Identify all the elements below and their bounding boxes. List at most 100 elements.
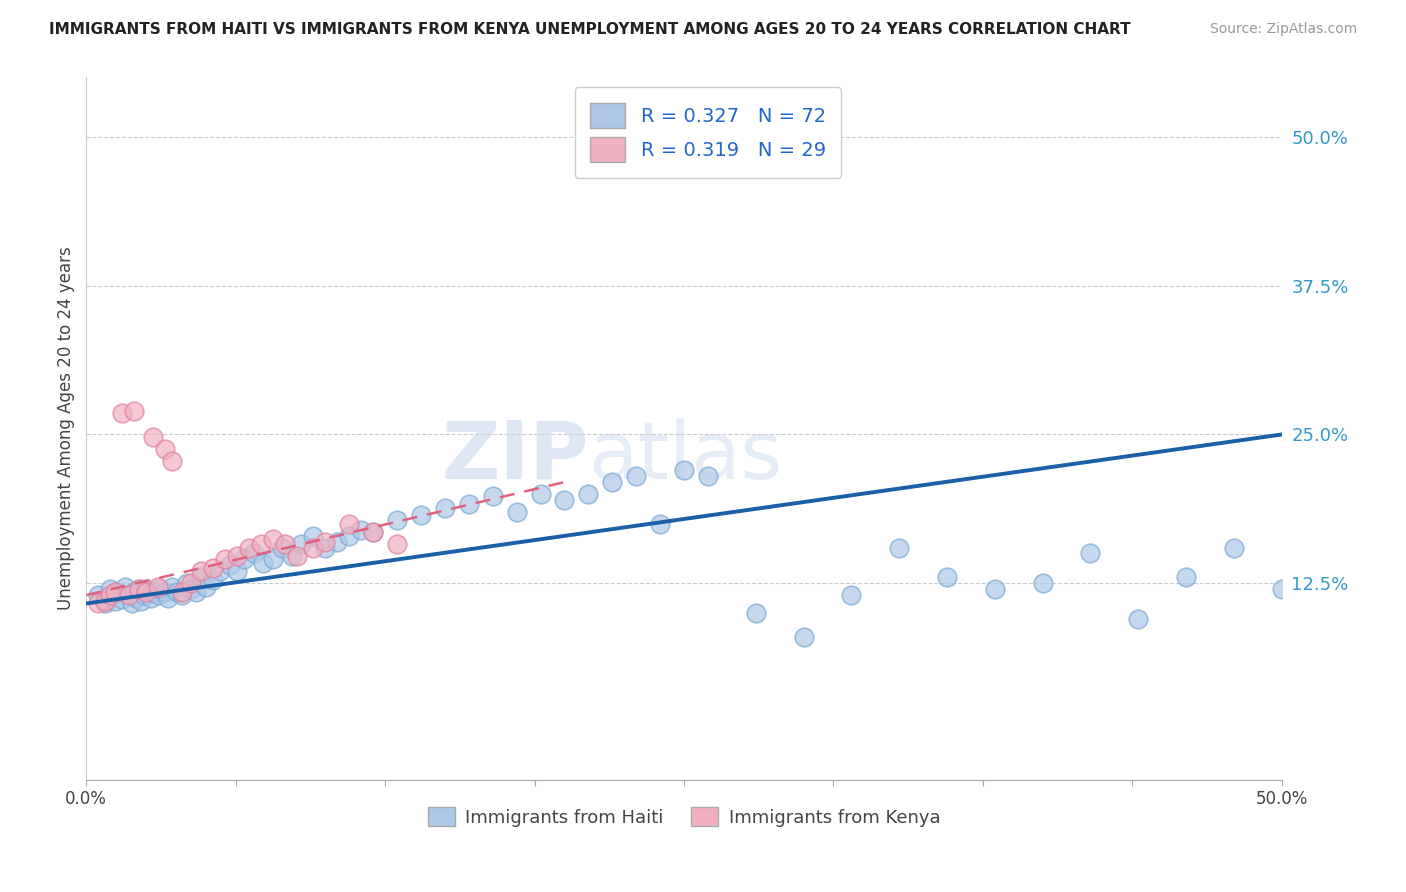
Point (132, 588, 155, 602)
Point (648, 516, 671, 531)
Point (201, 573, 224, 587)
Point (576, 487, 599, 501)
Point (745, 606, 768, 620)
Point (214, 552, 236, 566)
Point (529, 487, 551, 501)
Point (361, 524, 384, 539)
Point (285, 549, 308, 563)
Point (186, 584, 208, 599)
Point (142, 584, 165, 599)
Point (180, 576, 202, 591)
Point (111, 406, 134, 420)
Text: IMMIGRANTS FROM HAITI VS IMMIGRANTS FROM KENYA UNEMPLOYMENT AMONG AGES 20 TO 24 : IMMIGRANTS FROM HAITI VS IMMIGRANTS FROM… (49, 22, 1130, 37)
Point (105, 584, 128, 599)
Point (302, 528, 325, 542)
Point (250, 537, 273, 551)
Point (936, 570, 959, 584)
Point (793, 630, 815, 644)
Point (218, 558, 240, 573)
Point (104, 584, 127, 599)
Point (457, 496, 479, 510)
Point (162, 580, 184, 594)
Point (238, 541, 260, 555)
Point (262, 552, 284, 566)
Point (128, 582, 150, 597)
Point (984, 582, 1007, 597)
Point (87, 588, 110, 602)
Point (505, 505, 527, 519)
Point (122, 403, 145, 417)
Point (114, 580, 136, 594)
Point (118, 588, 141, 602)
Point (125, 591, 148, 605)
Point (385, 513, 408, 527)
Point (135, 584, 157, 599)
Point (129, 594, 152, 608)
Point (104, 594, 127, 608)
Point (433, 501, 456, 516)
Point (180, 582, 202, 597)
Point (135, 582, 157, 597)
Point (1032, 576, 1054, 591)
Point (162, 453, 184, 467)
Point (98, 582, 121, 597)
Legend: Immigrants from Haiti, Immigrants from Kenya: Immigrants from Haiti, Immigrants from K… (420, 800, 948, 834)
Point (1175, 570, 1198, 584)
Point (87, 597, 110, 611)
Point (166, 584, 188, 599)
Point (281, 549, 304, 563)
Point (94, 594, 117, 608)
Point (624, 469, 647, 483)
Point (146, 580, 169, 594)
Text: atlas: atlas (588, 417, 783, 496)
Point (361, 524, 384, 539)
Point (553, 492, 575, 507)
Point (142, 430, 165, 444)
Point (314, 541, 336, 555)
Point (262, 532, 284, 546)
Point (201, 561, 224, 575)
Point (233, 552, 256, 566)
Point (153, 442, 176, 456)
Point (600, 475, 623, 489)
Point (194, 580, 217, 594)
Point (121, 597, 143, 611)
Point (176, 576, 198, 591)
Point (170, 588, 193, 602)
Point (98, 588, 121, 602)
Point (190, 565, 212, 579)
Point (337, 516, 360, 531)
Point (326, 534, 349, 549)
Point (672, 463, 695, 477)
Point (139, 591, 162, 605)
Point (128, 582, 150, 597)
Point (841, 588, 863, 602)
Point (274, 537, 297, 551)
Point (252, 556, 274, 570)
Point (111, 591, 134, 606)
Point (290, 537, 312, 551)
Point (302, 541, 325, 555)
Point (242, 547, 264, 561)
Point (118, 588, 141, 602)
Point (1223, 541, 1246, 555)
Y-axis label: Unemployment Among Ages 20 to 24 years: Unemployment Among Ages 20 to 24 years (58, 247, 75, 610)
Point (156, 591, 179, 605)
Text: ZIP: ZIP (441, 417, 588, 496)
Point (122, 584, 145, 599)
Point (1080, 547, 1102, 561)
Point (170, 584, 193, 599)
Point (209, 565, 232, 579)
Point (481, 489, 503, 503)
Point (314, 534, 336, 549)
Point (153, 584, 176, 599)
Point (1271, 582, 1294, 597)
Point (409, 508, 432, 523)
Point (149, 582, 172, 597)
Point (337, 528, 360, 542)
Point (226, 565, 249, 579)
Point (190, 570, 212, 584)
Point (1128, 612, 1150, 626)
Point (385, 537, 408, 551)
Point (350, 523, 373, 537)
